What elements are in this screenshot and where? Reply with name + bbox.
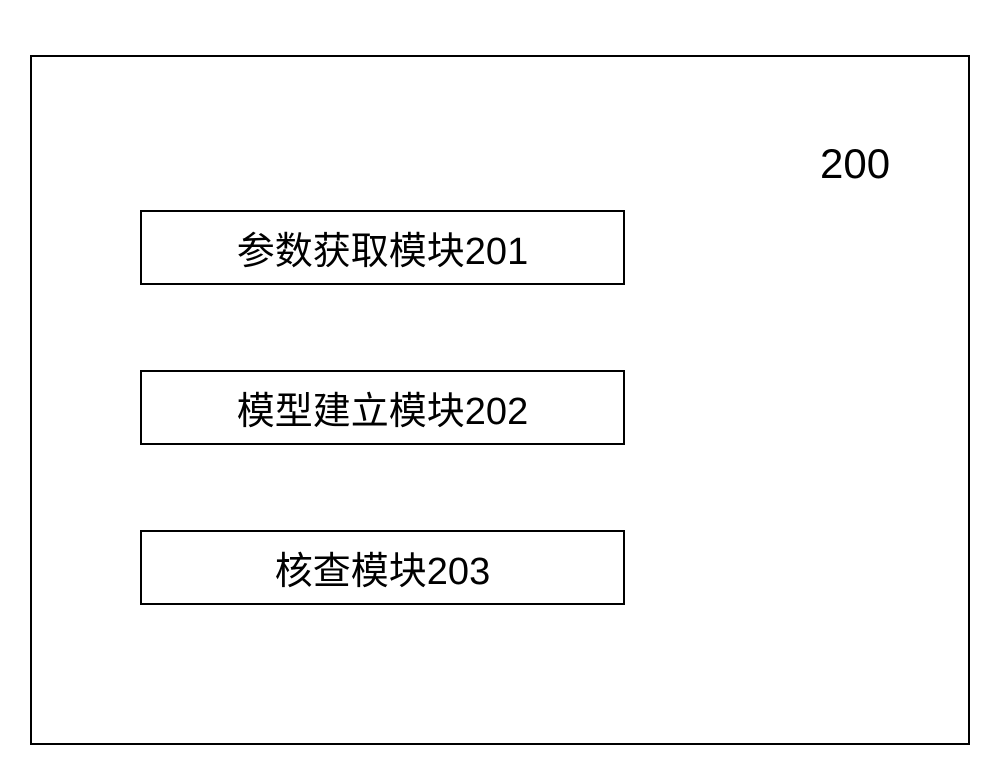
module-label-2: 模型建立模块202 [237,380,528,435]
module-label-3: 核查模块203 [275,540,490,595]
diagram-id-label: 200 [820,140,890,188]
module-box-2: 模型建立模块202 [140,370,625,445]
module-box-3: 核查模块203 [140,530,625,605]
module-box-1: 参数获取模块201 [140,210,625,285]
module-label-1: 参数获取模块201 [237,220,528,275]
